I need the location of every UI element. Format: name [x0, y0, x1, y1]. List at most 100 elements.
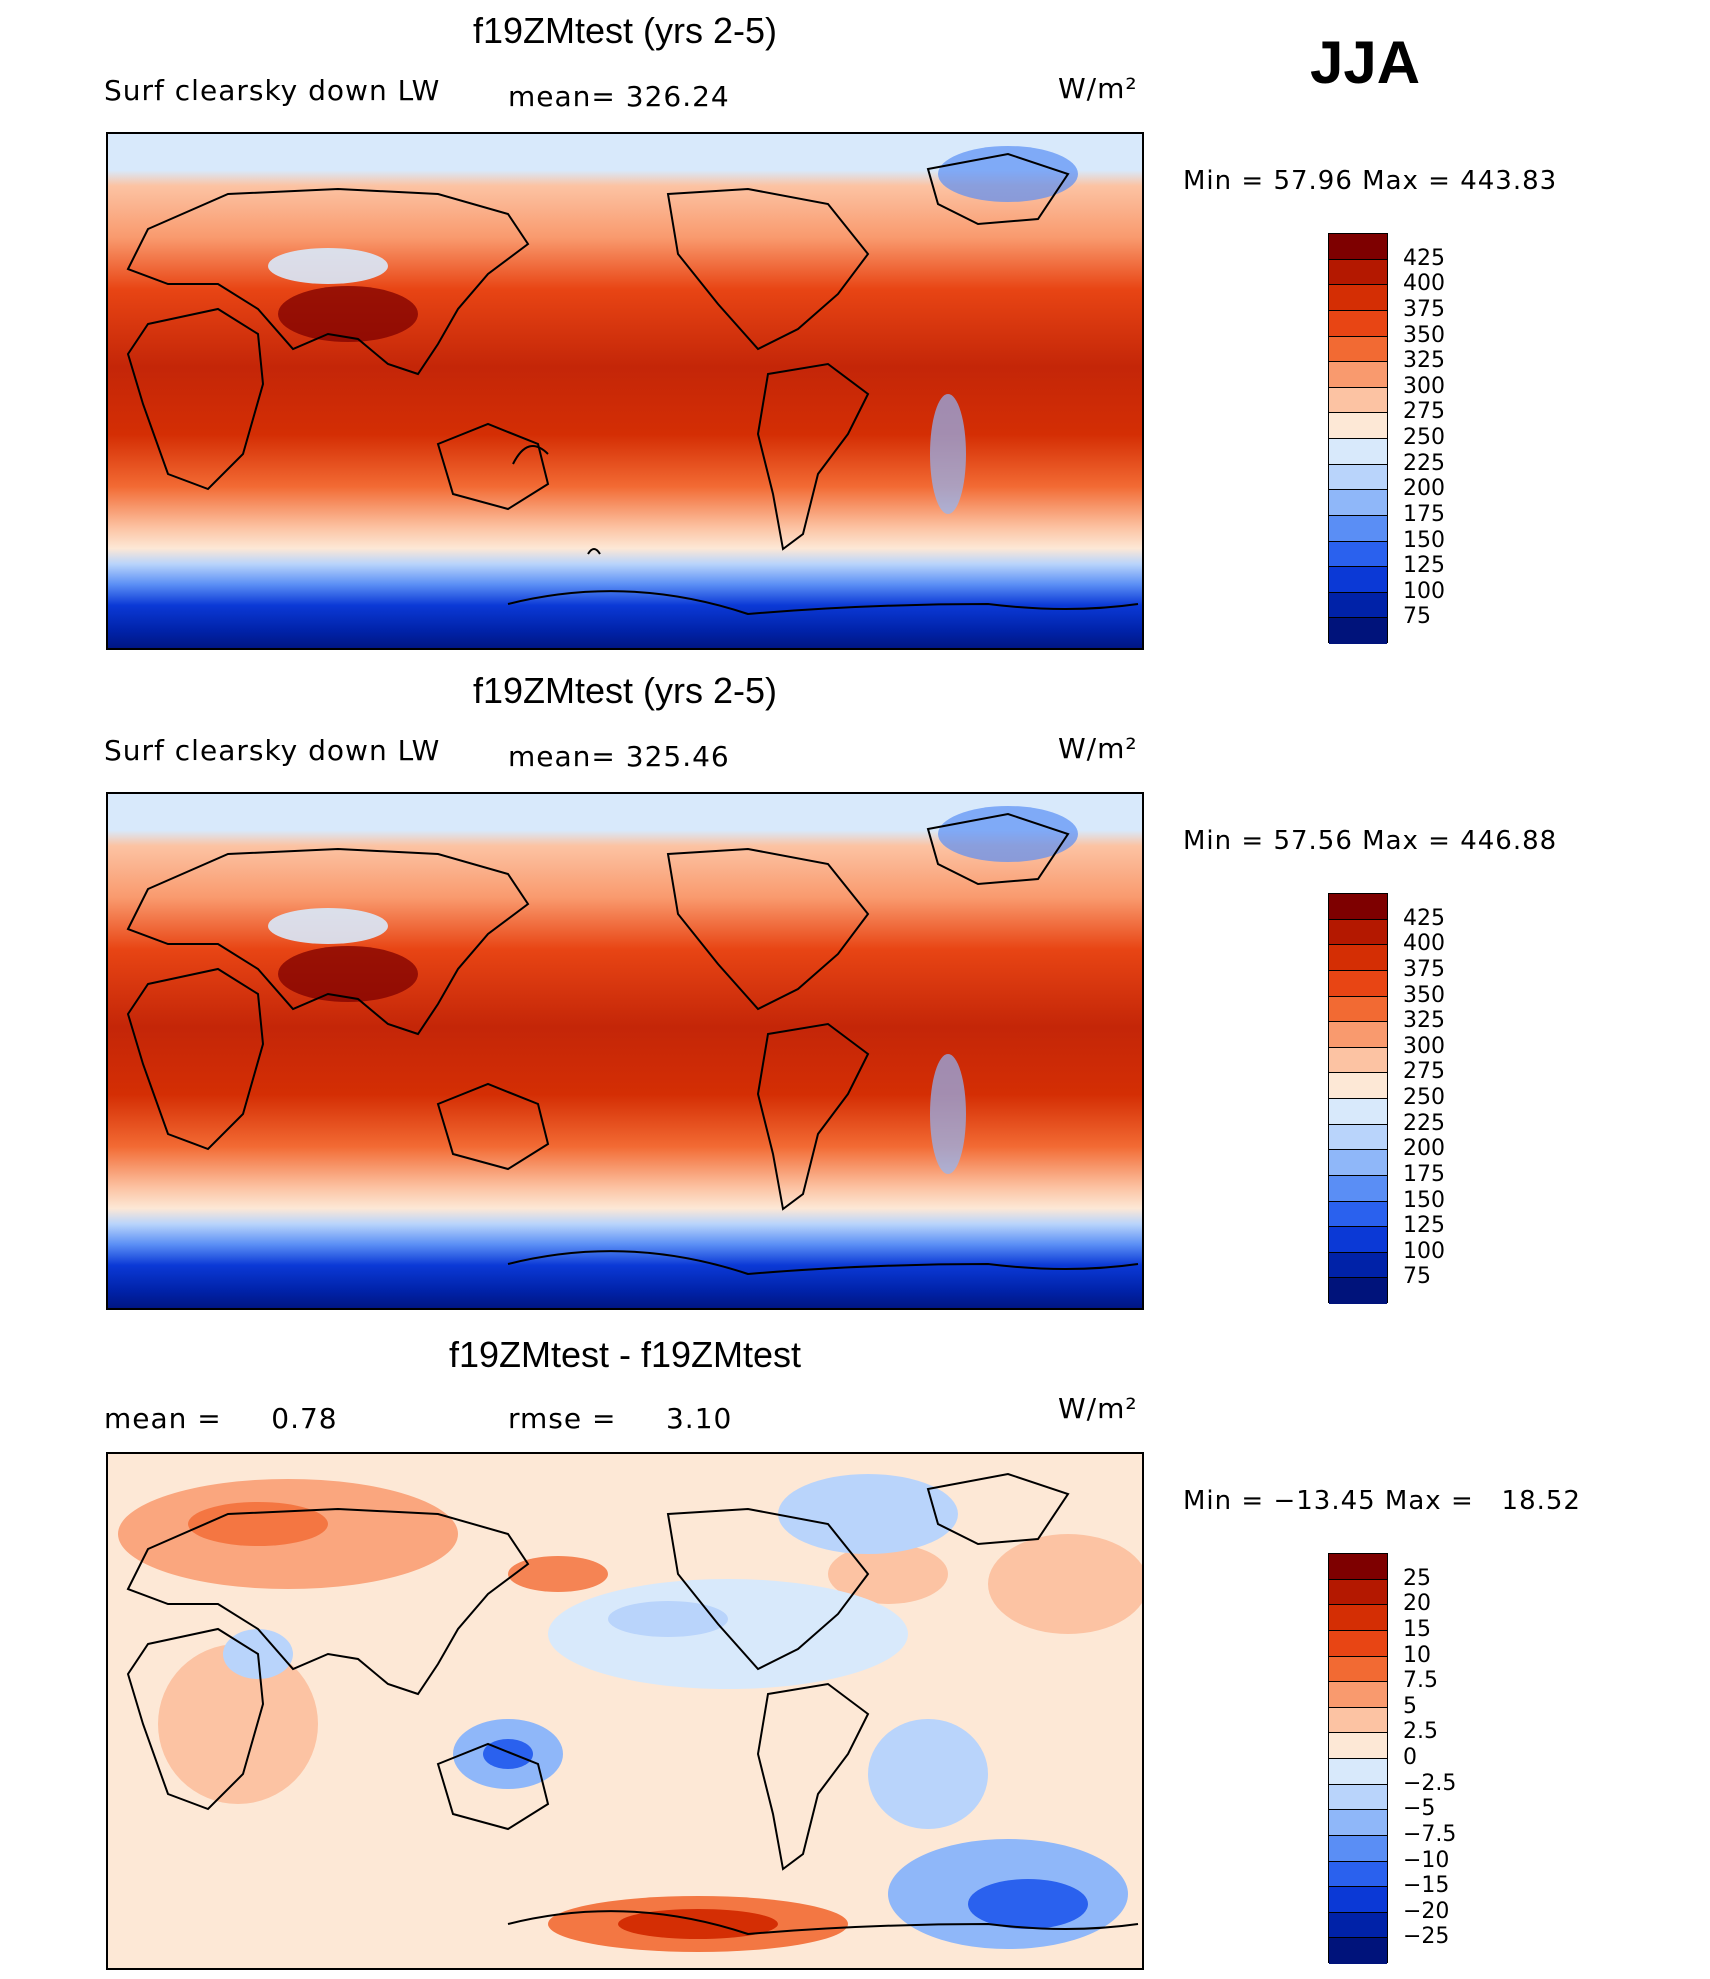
colorbar-tick-label: 275: [1403, 1059, 1445, 1085]
colorbar-segment: [1329, 1605, 1387, 1631]
colorbar-segment: [1329, 1784, 1387, 1811]
panel-2-mean-label: mean= 325.46: [508, 740, 730, 773]
colorbar-tick-label: 350: [1403, 322, 1445, 348]
colorbar-segment: [1329, 1047, 1387, 1074]
colorbar-tick-label: 250: [1403, 1085, 1445, 1110]
colorbar-segment: [1329, 490, 1387, 516]
colorbar-segment: [1329, 1201, 1387, 1228]
colorbar-segment: [1329, 1554, 1387, 1580]
colorbar-segment: [1329, 439, 1387, 465]
colorbar-segment: [1329, 919, 1387, 946]
colorbar-segment: [1329, 1887, 1387, 1913]
panel-1-map: [106, 132, 1144, 650]
colorbar-segment: [1329, 1175, 1387, 1202]
panel-3-minmax: Min = −13.45 Max = 18.52: [1183, 1486, 1581, 1516]
colorbar-tick-label: 225: [1403, 450, 1445, 476]
colorbar-segment: [1329, 1733, 1387, 1759]
panel-3-units: W/m²: [1058, 1392, 1138, 1425]
panel-1-map-svg: [108, 134, 1142, 648]
colorbar-tick-label: 20: [1403, 1591, 1431, 1617]
panel-2-colorbar: [1328, 893, 1388, 1304]
colorbar-segment: [1329, 618, 1387, 644]
colorbar-segment: [1329, 1861, 1387, 1888]
panel-2-title: f19ZMtest (yrs 2-5): [472, 670, 778, 711]
panel-1-units: W/m²: [1058, 72, 1138, 105]
colorbar-segment: [1329, 945, 1387, 971]
colorbar-tick-label: 175: [1403, 501, 1445, 527]
colorbar-segment: [1329, 1278, 1387, 1304]
colorbar-tick-label: 225: [1403, 1110, 1445, 1136]
colorbar-tick-label: −15: [1403, 1873, 1450, 1899]
colorbar-tick-label: −25: [1403, 1924, 1450, 1950]
colorbar-tick-label: 175: [1403, 1161, 1445, 1187]
colorbar-tick-label: 400: [1403, 271, 1445, 297]
colorbar-segment: [1329, 1810, 1387, 1836]
colorbar-segment: [1329, 1227, 1387, 1253]
colorbar-segment: [1329, 464, 1387, 491]
colorbar-segment: [1329, 1682, 1387, 1708]
colorbar-tick-label: 400: [1403, 931, 1445, 957]
panel-1-title: f19ZMtest (yrs 2-5): [472, 10, 778, 51]
colorbar-tick-label: 100: [1403, 578, 1445, 604]
colorbar-tick-label: 150: [1403, 527, 1445, 553]
colorbar-segment: [1329, 413, 1387, 439]
colorbar-segment: [1329, 970, 1387, 997]
colorbar-tick-label: 425: [1403, 245, 1445, 271]
colorbar-segment: [1329, 1099, 1387, 1125]
panel-2-map-svg: [108, 794, 1142, 1308]
panel-3-map-svg: [108, 1454, 1142, 1968]
colorbar-tick-label: 15: [1403, 1616, 1431, 1642]
colorbar-tick-label: 200: [1403, 1136, 1445, 1162]
colorbar-tick-label: 425: [1403, 905, 1445, 931]
colorbar-segment: [1329, 1835, 1387, 1862]
colorbar-tick-label: −10: [1403, 1847, 1450, 1873]
colorbar-segment: [1329, 1938, 1387, 1964]
colorbar-segment: [1329, 1252, 1387, 1279]
colorbar-segment: [1329, 1707, 1387, 1734]
colorbar-tick-label: 200: [1403, 476, 1445, 502]
colorbar-segment: [1329, 362, 1387, 388]
panel-1-colorbar: [1328, 233, 1388, 644]
colorbar-tick-label: 300: [1403, 1033, 1445, 1059]
colorbar-segment: [1329, 894, 1387, 920]
colorbar-segment: [1329, 285, 1387, 311]
colorbar-segment: [1329, 234, 1387, 260]
panel-2-units: W/m²: [1058, 732, 1138, 765]
colorbar-tick-label: 100: [1403, 1238, 1445, 1264]
colorbar-segment: [1329, 1124, 1387, 1151]
colorbar-segment: [1329, 1912, 1387, 1939]
colorbar-tick-label: −7.5: [1403, 1821, 1457, 1847]
colorbar-segment: [1329, 259, 1387, 286]
colorbar-tick-label: 350: [1403, 982, 1445, 1008]
colorbar-tick-label: −5: [1403, 1796, 1436, 1822]
colorbar-segment: [1329, 1022, 1387, 1048]
colorbar-tick-label: 125: [1403, 1213, 1445, 1239]
panel-3-mean-label: mean = 0.78: [104, 1402, 338, 1435]
colorbar-segment: [1329, 996, 1387, 1023]
panel-3-title: f19ZMtest - f19ZMtest: [448, 1334, 802, 1375]
colorbar-tick-label: 150: [1403, 1187, 1445, 1213]
colorbar-segment: [1329, 592, 1387, 619]
panel-1-mean-label: mean= 326.24: [508, 80, 730, 113]
colorbar-segment: [1329, 1759, 1387, 1785]
colorbar-segment: [1329, 1150, 1387, 1176]
colorbar-tick-label: −20: [1403, 1898, 1450, 1924]
panel-2-minmax: Min = 57.56 Max = 446.88: [1183, 826, 1558, 856]
colorbar-tick-label: 75: [1403, 604, 1431, 630]
colorbar-segment: [1329, 387, 1387, 414]
colorbar-tick-label: 10: [1403, 1642, 1431, 1668]
panel-2-map: [106, 792, 1144, 1310]
panel-3-colorbar: [1328, 1553, 1388, 1964]
colorbar-segment: [1329, 1630, 1387, 1657]
colorbar-segment: [1329, 1073, 1387, 1099]
colorbar-segment: [1329, 1656, 1387, 1683]
colorbar-segment: [1329, 515, 1387, 542]
colorbar-tick-label: 5: [1403, 1693, 1417, 1719]
colorbar-tick-label: 75: [1403, 1264, 1431, 1290]
colorbar-segment: [1329, 567, 1387, 593]
colorbar-tick-label: 0: [1403, 1745, 1417, 1770]
colorbar-tick-label: 325: [1403, 348, 1445, 374]
colorbar-segment: [1329, 541, 1387, 568]
colorbar-tick-label: 375: [1403, 956, 1445, 982]
colorbar-tick-label: 250: [1403, 425, 1445, 450]
